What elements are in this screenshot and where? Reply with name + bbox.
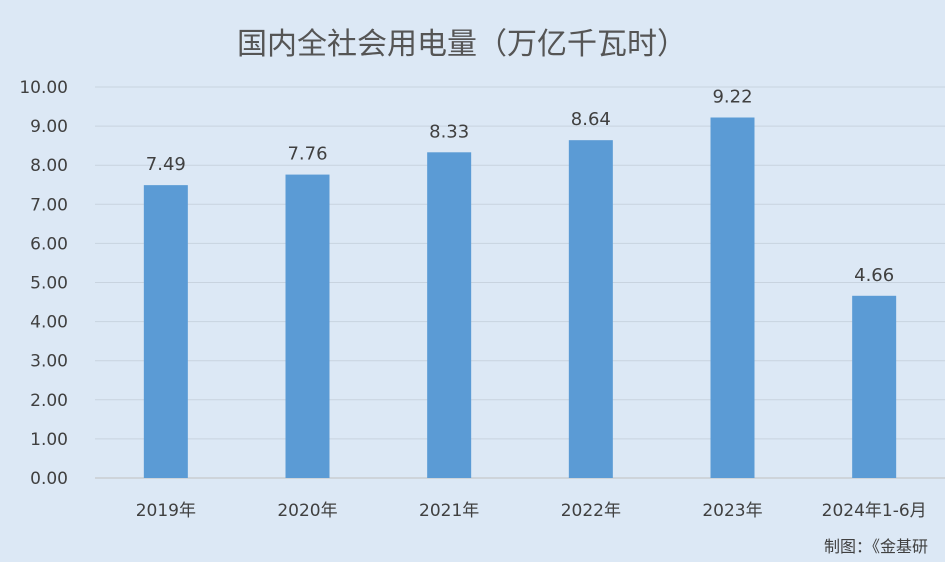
value-labels: 7.49 7.76 8.33 8.64 9.22 4.66 (146, 86, 894, 285)
x-category-label: 2024年1-6月 (822, 501, 927, 521)
y-tick-label: 2.00 (30, 391, 68, 411)
bar-value-label: 7.76 (287, 144, 327, 165)
bar-value-label: 8.33 (429, 121, 469, 142)
bar (143, 185, 188, 479)
x-axis-category-labels: 2019年 2020年 2021年 2022年 2023年 2024年1-6月 (136, 501, 927, 521)
x-category-label: 2019年 (136, 501, 196, 521)
bar-value-label: 9.22 (712, 86, 752, 107)
bar (285, 174, 330, 479)
y-tick-label: 3.00 (30, 352, 68, 372)
y-tick-label: 10.00 (19, 78, 68, 98)
y-tick-label: 0.00 (30, 469, 68, 489)
y-tick-label: 8.00 (30, 156, 68, 176)
y-tick-label: 6.00 (30, 234, 68, 254)
x-category-label: 2020年 (277, 501, 337, 521)
y-tick-label: 5.00 (30, 274, 68, 294)
y-tick-label: 7.00 (30, 195, 68, 215)
bar (427, 152, 472, 478)
y-axis-tick-labels: 0.00 1.00 2.00 3.00 4.00 5.00 6.00 7.00 8.00 9.00… (19, 78, 68, 489)
bar-value-label: 8.64 (571, 109, 611, 130)
bar (568, 140, 613, 478)
bar-value-label: 4.66 (854, 265, 894, 286)
x-category-label: 2021年 (419, 501, 479, 521)
y-tick-label: 1.00 (30, 430, 68, 450)
bars (143, 117, 897, 479)
x-category-label: 2023年 (702, 501, 762, 521)
y-tick-label: 9.00 (30, 117, 68, 137)
bar (710, 117, 755, 479)
gridlines (95, 86, 945, 479)
x-category-label: 2022年 (561, 501, 621, 521)
chart-title: 国内全社会用电量（万亿千瓦时） (237, 27, 687, 62)
y-tick-label: 4.00 (30, 313, 68, 333)
bar-value-label: 7.49 (146, 154, 186, 175)
chart-credit: 制图：《金基研 (824, 537, 928, 556)
bar (852, 295, 897, 478)
